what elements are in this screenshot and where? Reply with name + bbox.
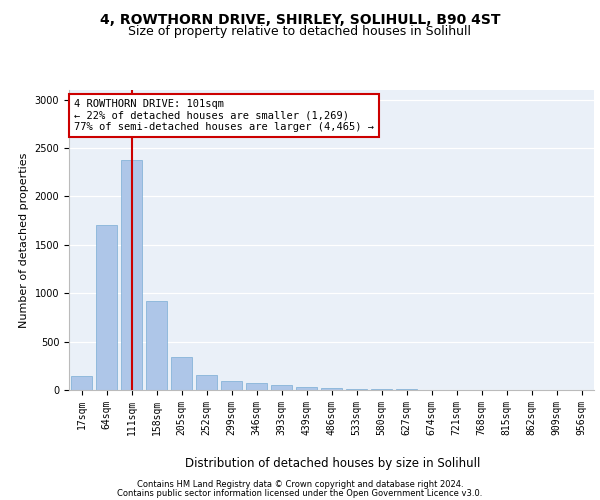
- Bar: [346, 388, 367, 390]
- Bar: [71, 376, 92, 390]
- Text: Size of property relative to detached houses in Solihull: Size of property relative to detached ho…: [128, 25, 472, 38]
- Text: 4 ROWTHORN DRIVE: 101sqm
← 22% of detached houses are smaller (1,269)
77% of sem: 4 ROWTHORN DRIVE: 101sqm ← 22% of detach…: [74, 99, 374, 132]
- Text: Distribution of detached houses by size in Solihull: Distribution of detached houses by size …: [185, 458, 481, 470]
- Bar: [196, 374, 217, 390]
- Bar: [296, 386, 317, 390]
- Bar: [321, 388, 342, 390]
- Bar: [171, 357, 192, 390]
- Bar: [371, 389, 392, 390]
- Text: 4, ROWTHORN DRIVE, SHIRLEY, SOLIHULL, B90 4ST: 4, ROWTHORN DRIVE, SHIRLEY, SOLIHULL, B9…: [100, 12, 500, 26]
- Bar: [396, 389, 417, 390]
- Bar: [96, 226, 117, 390]
- Bar: [221, 381, 242, 390]
- Bar: [146, 301, 167, 390]
- Y-axis label: Number of detached properties: Number of detached properties: [19, 152, 29, 328]
- Bar: [271, 385, 292, 390]
- Text: Contains HM Land Registry data © Crown copyright and database right 2024.: Contains HM Land Registry data © Crown c…: [137, 480, 463, 489]
- Bar: [246, 382, 267, 390]
- Bar: [121, 160, 142, 390]
- Text: Contains public sector information licensed under the Open Government Licence v3: Contains public sector information licen…: [118, 489, 482, 498]
